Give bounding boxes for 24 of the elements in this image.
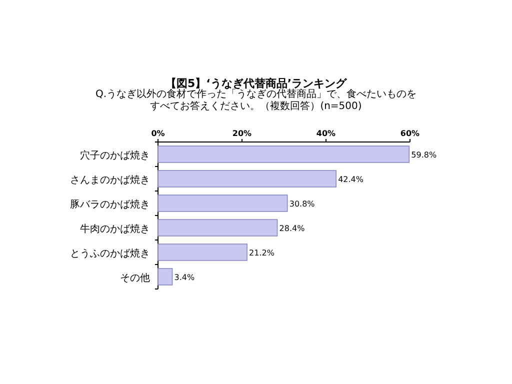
bar bbox=[158, 146, 410, 163]
y-tick-label: その他 bbox=[120, 272, 150, 284]
data-label: 28.4% bbox=[279, 224, 306, 233]
bar bbox=[158, 268, 173, 286]
y-tick-label: さんまのかば焼き bbox=[70, 174, 150, 186]
data-label: 30.8% bbox=[289, 199, 316, 208]
y-tick-label: 穴子のかば焼き bbox=[80, 149, 150, 162]
y-tick-label: 豚バラのかば焼き bbox=[70, 198, 150, 210]
bar bbox=[158, 170, 336, 188]
bar bbox=[158, 194, 288, 212]
data-label: 42.4% bbox=[338, 174, 364, 184]
y-tick-label: とうふのかば焼き bbox=[70, 247, 150, 260]
y-tick-label: 牛肉のかば焼き bbox=[80, 222, 150, 235]
x-tick-label: 40% bbox=[316, 129, 336, 138]
chart-subtitle: Q.うなぎ以外の食材で作った「うなぎの代替商品」で、食べたいものをすべてお答えください。（複数回答）(n=500) bbox=[94, 89, 418, 113]
x-tick-label: 60% bbox=[400, 129, 420, 138]
bar bbox=[158, 219, 278, 236]
x-tick-label: 0% bbox=[151, 129, 165, 138]
bar bbox=[158, 244, 248, 261]
data-label: 21.2% bbox=[249, 248, 275, 258]
x-tick-label: 20% bbox=[232, 129, 252, 138]
chart-title: 【図5】‘うなぎ代替商品’ランキング bbox=[164, 76, 347, 90]
data-label: 3.4% bbox=[174, 272, 196, 282]
data-label: 59.8% bbox=[411, 150, 437, 160]
